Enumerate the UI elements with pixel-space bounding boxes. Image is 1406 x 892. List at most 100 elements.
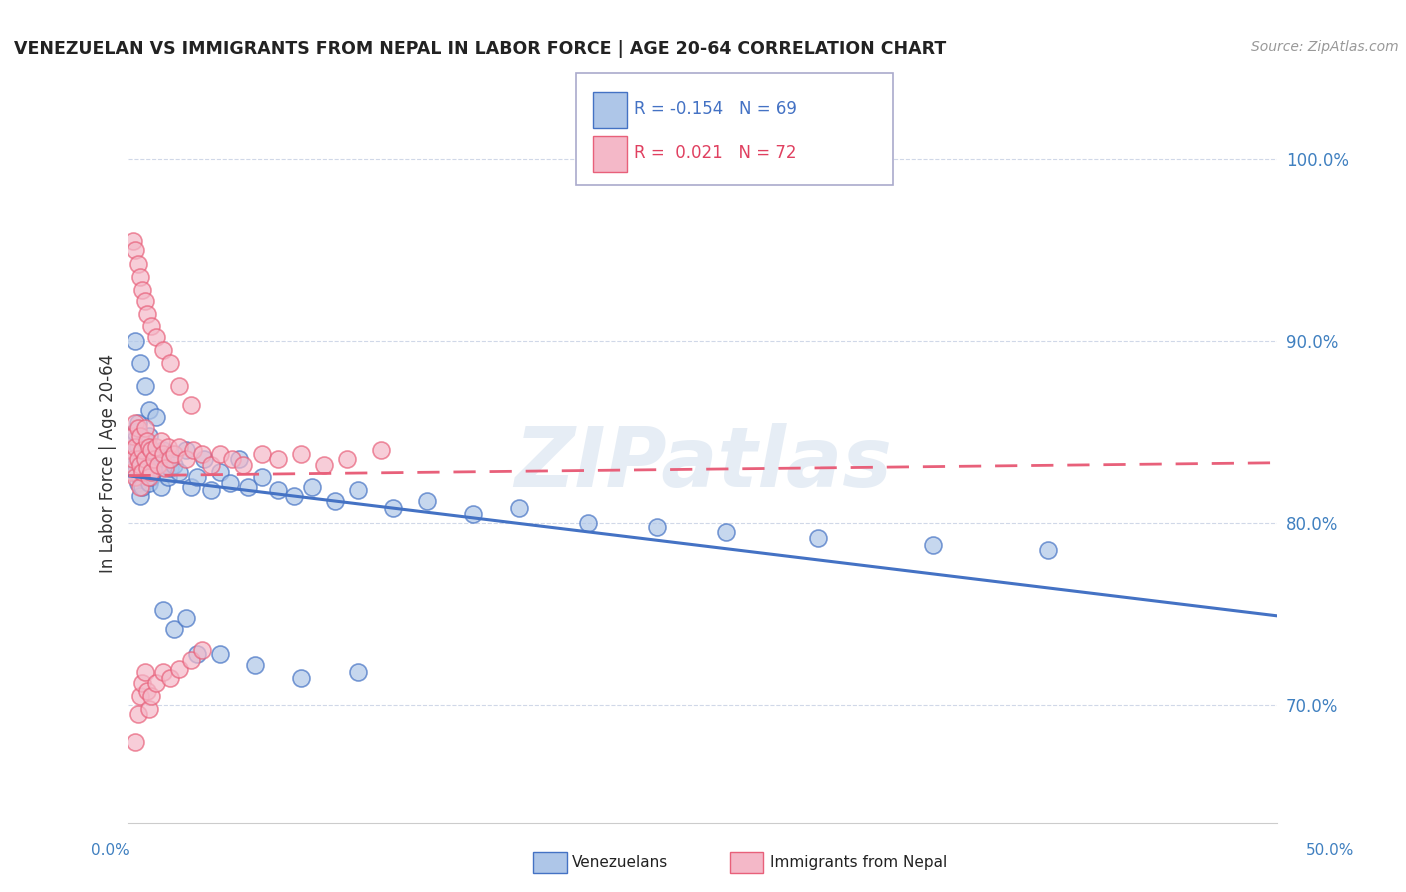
Point	[145, 676, 167, 690]
Point	[336, 452, 359, 467]
Point	[807, 531, 830, 545]
Point	[174, 611, 197, 625]
Point	[267, 452, 290, 467]
Point	[159, 452, 181, 467]
Point	[127, 707, 149, 722]
Point	[124, 425, 146, 439]
Point	[135, 443, 157, 458]
Point	[138, 475, 160, 490]
Point	[131, 676, 153, 690]
Point	[323, 494, 346, 508]
Point	[250, 447, 273, 461]
Point	[381, 501, 404, 516]
Point	[135, 461, 157, 475]
Point	[163, 458, 186, 472]
Point	[124, 465, 146, 479]
Text: 50.0%: 50.0%	[1306, 843, 1354, 858]
Point	[576, 516, 599, 530]
Point	[127, 475, 149, 490]
Point	[141, 465, 163, 479]
Point	[167, 662, 190, 676]
Point	[134, 465, 156, 479]
Point	[714, 525, 737, 540]
Point	[290, 671, 312, 685]
Point	[122, 428, 145, 442]
Point	[124, 334, 146, 348]
Point	[129, 270, 152, 285]
Point	[370, 443, 392, 458]
Point	[921, 538, 943, 552]
Point	[148, 461, 170, 475]
Point	[134, 452, 156, 467]
Point	[124, 734, 146, 748]
Point	[131, 452, 153, 467]
Point	[186, 470, 208, 484]
Text: Source: ZipAtlas.com: Source: ZipAtlas.com	[1251, 40, 1399, 54]
Point	[232, 458, 254, 472]
Point	[138, 440, 160, 454]
Point	[124, 440, 146, 454]
Point	[127, 257, 149, 271]
Point	[167, 440, 190, 454]
Point	[127, 421, 149, 435]
Point	[141, 319, 163, 334]
Point	[347, 483, 370, 498]
Point	[159, 356, 181, 370]
Point	[156, 440, 179, 454]
Point	[174, 443, 197, 458]
Point	[131, 443, 153, 458]
Point	[134, 421, 156, 435]
Point	[129, 428, 152, 442]
Point	[267, 483, 290, 498]
Point	[122, 434, 145, 448]
Point	[124, 470, 146, 484]
Point	[129, 480, 152, 494]
Point	[131, 480, 153, 494]
Point	[152, 665, 174, 680]
Point	[142, 458, 165, 472]
Point	[135, 307, 157, 321]
Point	[129, 356, 152, 370]
Point	[167, 465, 190, 479]
Point	[416, 494, 439, 508]
Point	[138, 428, 160, 442]
Point	[145, 447, 167, 461]
Point	[236, 480, 259, 494]
Point	[120, 447, 142, 461]
Point	[163, 622, 186, 636]
Point	[209, 447, 232, 461]
Point	[138, 403, 160, 417]
Point	[129, 470, 152, 484]
Point	[180, 398, 202, 412]
Point	[463, 507, 485, 521]
Point	[200, 483, 222, 498]
Point	[167, 379, 190, 393]
Point	[131, 283, 153, 297]
Point	[155, 452, 177, 467]
Point	[145, 410, 167, 425]
Point	[186, 647, 208, 661]
Point	[228, 452, 250, 467]
Point	[141, 443, 163, 458]
Point	[141, 470, 163, 484]
Point	[180, 652, 202, 666]
Point	[124, 416, 146, 430]
Point	[127, 440, 149, 454]
Point	[131, 465, 153, 479]
Point	[135, 434, 157, 448]
Point	[156, 470, 179, 484]
Point	[174, 452, 197, 467]
Point	[163, 447, 186, 461]
Point	[129, 447, 152, 461]
Point	[181, 443, 204, 458]
Text: R =  0.021   N = 72: R = 0.021 N = 72	[634, 145, 797, 162]
Point	[141, 452, 163, 467]
Point	[209, 465, 232, 479]
Point	[122, 234, 145, 248]
Point	[152, 343, 174, 357]
Point	[243, 658, 266, 673]
Point	[129, 689, 152, 703]
Point	[120, 465, 142, 479]
Point	[221, 452, 243, 467]
Point	[347, 665, 370, 680]
